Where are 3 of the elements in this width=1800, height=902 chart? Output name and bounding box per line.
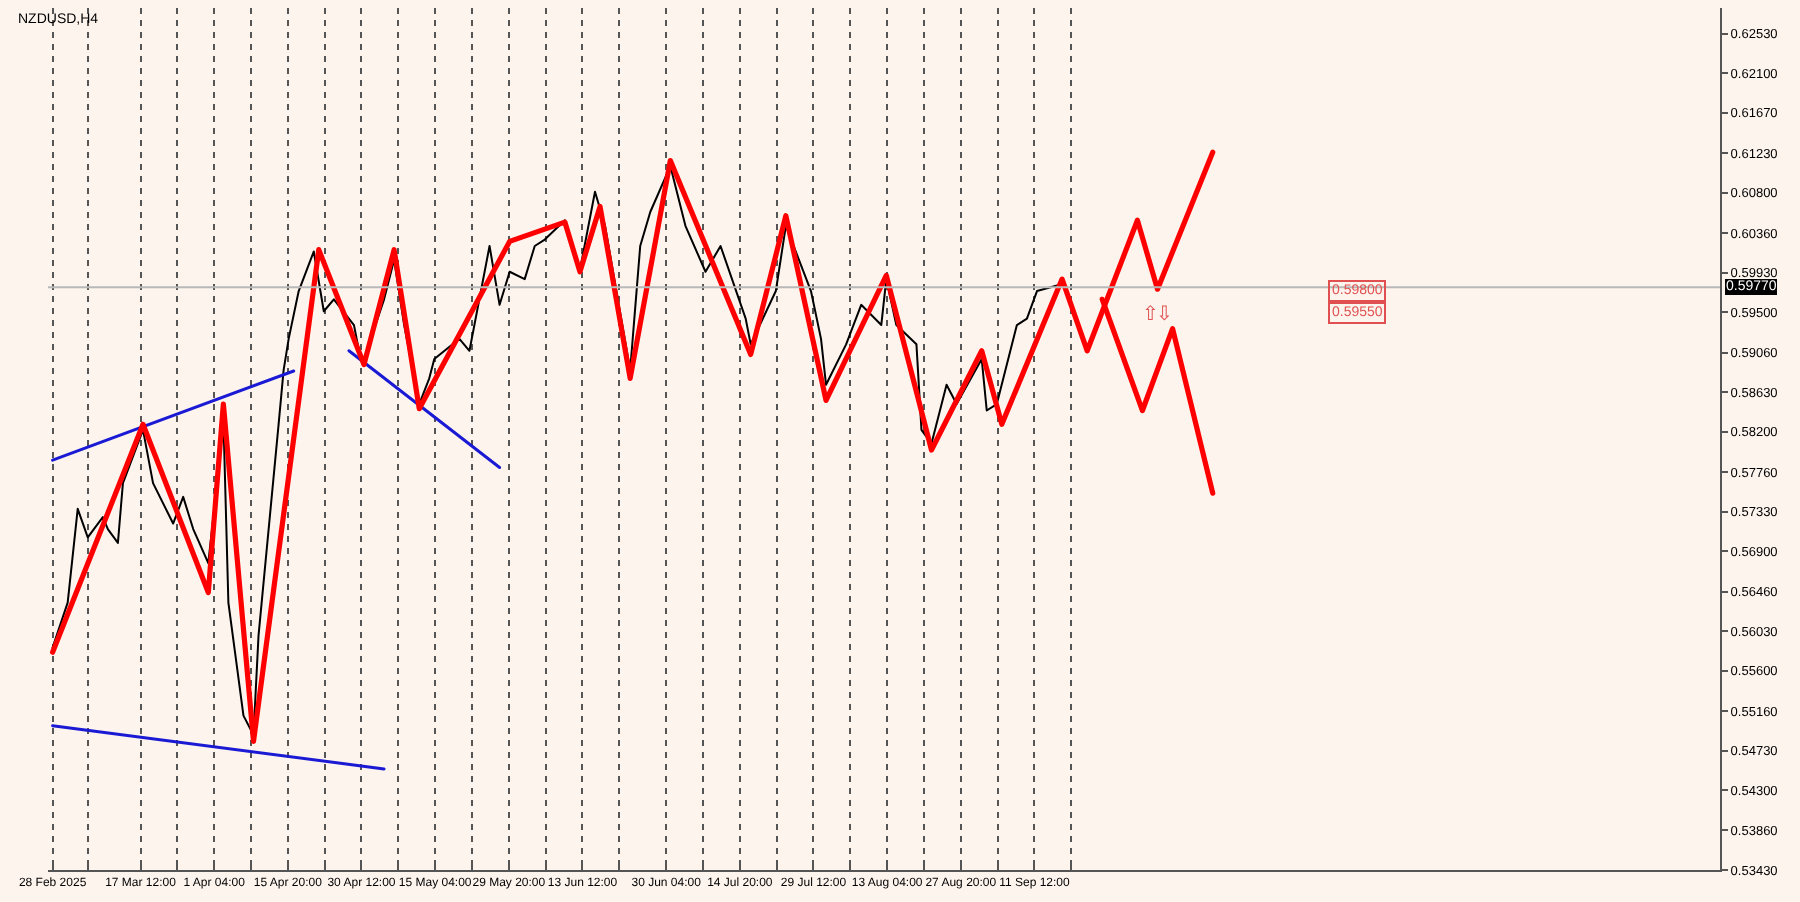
- annotation: ⇩: [1156, 304, 1173, 326]
- line-series: [50, 149, 1216, 744]
- annotation: ⇧: [1142, 304, 1159, 326]
